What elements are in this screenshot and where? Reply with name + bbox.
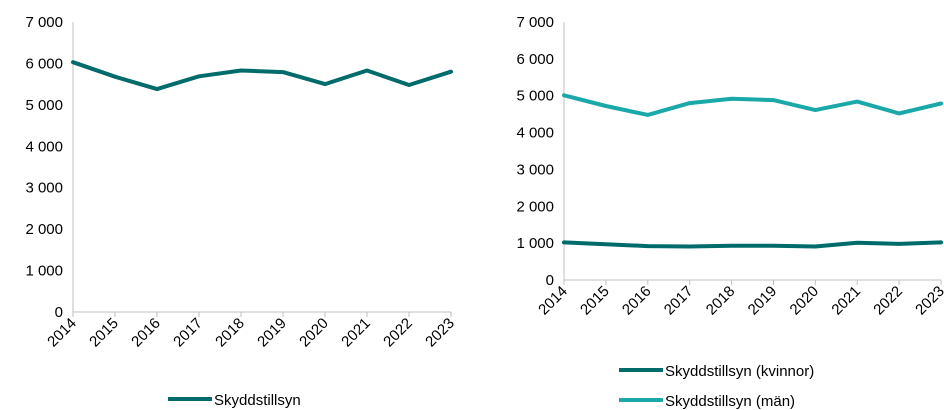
chart-1-y-tick-label: 0 — [55, 304, 63, 321]
chart-2-x-tick-label: 2020 — [787, 283, 823, 319]
chart-1-x-tick-label: 2019 — [254, 315, 290, 351]
chart-2-x-tick-label: 2021 — [828, 283, 864, 319]
chart-2-legend-label-2: Skyddstillsyn (män) — [665, 393, 795, 410]
chart-2-x-tick-label: 2014 — [535, 283, 571, 319]
chart-2-x-tick-label: 2019 — [745, 283, 781, 319]
chart-1-x-tick-label: 2021 — [338, 315, 374, 351]
chart-2-legend-label-1: Skyddstillsyn (kvinnor) — [665, 363, 814, 380]
chart-2-y-tick-label: 1 000 — [516, 235, 554, 252]
chart-1-x-tick-label: 2014 — [44, 315, 80, 351]
chart-2-series-line-2 — [562, 93, 943, 117]
chart-2-y-tick-label: 4 000 — [516, 125, 554, 142]
chart-1-legend-label-1: Skyddstillsyn — [214, 392, 301, 409]
chart-2-x-tick-label: 2023 — [912, 283, 944, 319]
chart-2-y-tick-label: 7 000 — [516, 14, 554, 31]
chart-2-x-tick-label: 2022 — [870, 283, 906, 319]
chart-1-y-tick-label: 7 000 — [25, 14, 63, 31]
chart-2-y-tick-label: 0 — [546, 272, 554, 289]
chart-2-x-tick-label: 2015 — [577, 283, 613, 319]
chart-2-y-tick-label: 5 000 — [516, 88, 554, 105]
chart-1-x-tick-label: 2016 — [128, 315, 164, 351]
chart-1-x-tick-label: 2018 — [212, 315, 248, 351]
chart-1-y-tick-label: 5 000 — [25, 97, 63, 114]
chart-1-y-tick-label: 1 000 — [25, 263, 63, 280]
chart-2-x-tick-label: 2017 — [661, 283, 697, 319]
chart-2-series-line-1 — [562, 240, 943, 249]
chart-1-y-tick-label: 3 000 — [25, 180, 63, 197]
chart-1-y-tick-label: 6 000 — [25, 55, 63, 72]
chart-2-x-tick-label: 2016 — [619, 283, 655, 319]
chart-1-x-tick-label: 2023 — [422, 315, 458, 351]
chart-1-x-tick-label: 2015 — [86, 315, 122, 351]
chart-1-y-tick-label: 4 000 — [25, 138, 63, 155]
chart-1-x-tick-label: 2022 — [380, 315, 416, 351]
chart-1-x-tick-label: 2020 — [296, 315, 332, 351]
chart-2-y-tick-label: 3 000 — [516, 161, 554, 178]
chart-1-x-tick-label: 2017 — [170, 315, 206, 351]
chart-2-y-tick-label: 2 000 — [516, 198, 554, 215]
chart-1-series-line-1 — [71, 60, 453, 92]
chart-1-y-tick-label: 2 000 — [25, 221, 63, 238]
chart-2-y-tick-label: 6 000 — [516, 51, 554, 68]
chart-2-x-tick-label: 2018 — [703, 283, 739, 319]
